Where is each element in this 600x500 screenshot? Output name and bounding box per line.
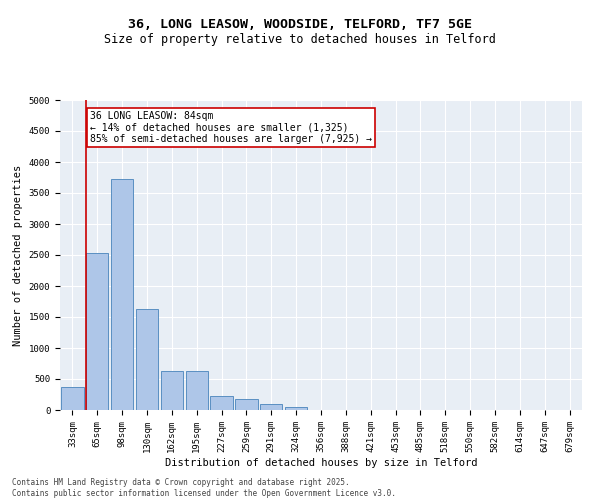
Bar [285,407,307,410]
Bar [185,371,208,410]
Text: Contains HM Land Registry data © Crown copyright and database right 2025.
Contai: Contains HM Land Registry data © Crown c… [12,478,396,498]
Text: 36, LONG LEASOW, WOODSIDE, TELFORD, TF7 5GE: 36, LONG LEASOW, WOODSIDE, TELFORD, TF7 … [128,18,472,30]
Bar [61,387,83,410]
Bar [86,254,109,410]
X-axis label: Distribution of detached houses by size in Telford: Distribution of detached houses by size … [165,458,477,468]
Bar [235,399,257,410]
Y-axis label: Number of detached properties: Number of detached properties [13,164,23,346]
Bar [260,404,283,410]
Bar [111,179,133,410]
Text: 36 LONG LEASOW: 84sqm
← 14% of detached houses are smaller (1,325)
85% of semi-d: 36 LONG LEASOW: 84sqm ← 14% of detached … [90,111,372,144]
Text: Size of property relative to detached houses in Telford: Size of property relative to detached ho… [104,32,496,46]
Bar [161,371,183,410]
Bar [211,396,233,410]
Bar [136,309,158,410]
